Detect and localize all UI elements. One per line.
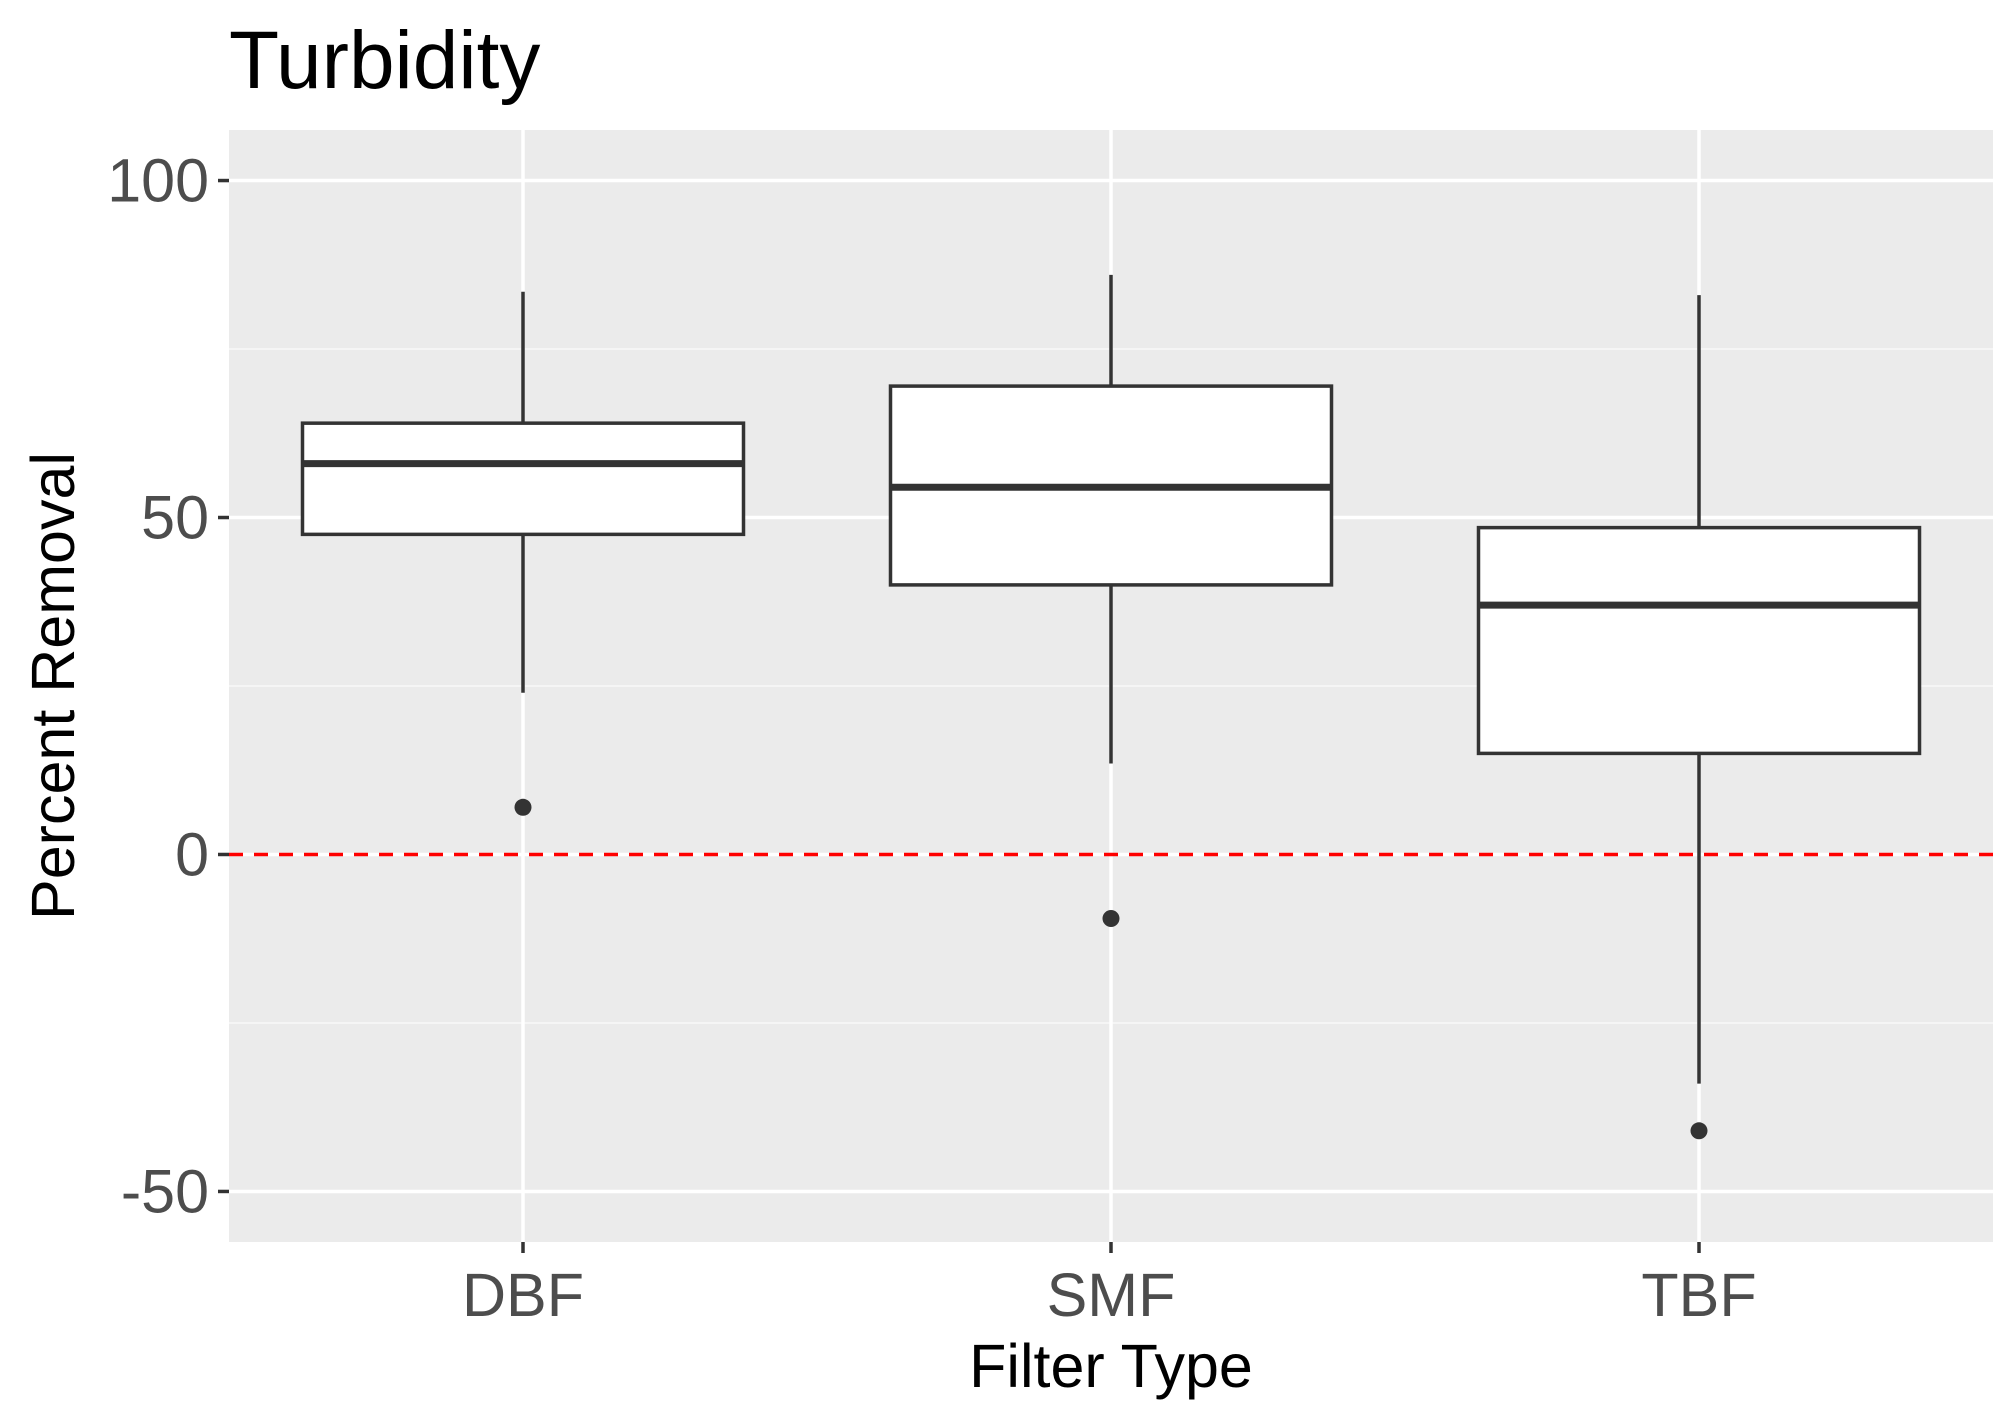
axis-layer: -50 0 50 100 DBF SMF TBF xyxy=(107,147,1756,1329)
chart-title: Turbidity xyxy=(229,15,540,106)
x-tick-label: DBF xyxy=(462,1261,584,1329)
box-layer xyxy=(300,274,1922,1140)
y-axis-title: Percent Removal xyxy=(19,452,87,920)
x-tick-label: SMF xyxy=(1047,1261,1176,1329)
iqr-box xyxy=(300,421,746,537)
x-axis-title: Filter Type xyxy=(969,1332,1253,1400)
box-tbf xyxy=(1476,295,1922,1140)
box-smf xyxy=(888,274,1334,928)
iqr-box xyxy=(1476,525,1922,756)
y-tick-label: 100 xyxy=(107,147,209,215)
x-tick-label: TBF xyxy=(1641,1261,1756,1329)
outlier-point xyxy=(1102,910,1120,928)
box-dbf xyxy=(300,291,746,816)
outlier-point xyxy=(1690,1122,1708,1140)
outlier-point xyxy=(514,798,532,816)
y-tick-label: 50 xyxy=(141,484,209,552)
y-tick-label: -50 xyxy=(121,1157,209,1225)
y-tick-label: 0 xyxy=(175,820,209,888)
